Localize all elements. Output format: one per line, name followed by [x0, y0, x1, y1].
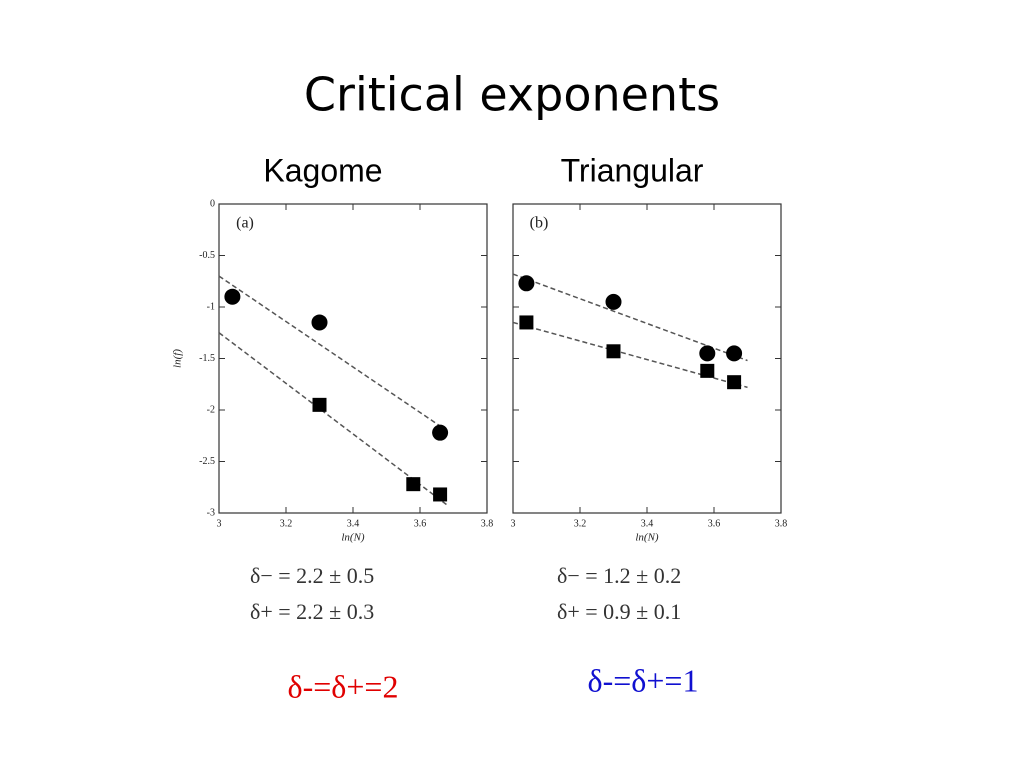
equation: δ+ = 0.9 ± 0.1: [557, 599, 681, 624]
point: [606, 344, 621, 359]
y-tick-label: -2: [207, 404, 215, 415]
x-axis-label: ln(N): [635, 532, 659, 544]
point: [432, 424, 449, 441]
equation: δ− = 1.2 ± 0.2: [557, 563, 681, 588]
y-tick-label: -1.5: [199, 353, 215, 364]
x-tick-label: 3.2: [574, 518, 587, 529]
point: [224, 288, 241, 305]
point: [311, 314, 328, 331]
equation: δ− = 2.2 ± 0.5: [250, 563, 374, 588]
point: [727, 375, 742, 390]
y-tick-label: -1: [207, 301, 215, 312]
slide-title: Critical exponents: [304, 68, 720, 122]
plot-frame: [218, 203, 488, 514]
x-axis-label: ln(N): [341, 532, 365, 544]
panel-title: Triangular: [561, 152, 704, 188]
fit-line: [218, 275, 448, 432]
x-tick-label: 3.8: [481, 518, 494, 529]
point: [519, 315, 534, 330]
equation: δ+ = 2.2 ± 0.3: [250, 599, 374, 624]
panel-label: (b): [530, 215, 549, 232]
y-tick-label: -3: [207, 507, 215, 518]
y-axis-label: ln(f): [172, 349, 184, 368]
x-tick-label: 3.6: [414, 518, 427, 529]
x-tick-label: 3: [217, 518, 222, 529]
point: [433, 487, 448, 502]
point: [518, 275, 535, 292]
point: [726, 345, 743, 362]
x-tick-label: 3.4: [641, 518, 654, 529]
y-tick-label: 0: [210, 198, 215, 209]
x-tick-label: 3.8: [775, 518, 788, 529]
x-tick-label: 3.4: [347, 518, 360, 529]
conclusion: δ-=δ+=1: [588, 662, 699, 698]
point: [700, 363, 715, 378]
y-tick-label: -0.5: [199, 250, 215, 261]
point: [312, 397, 327, 412]
panel-label: (a): [236, 215, 254, 232]
x-tick-label: 3: [511, 518, 516, 529]
conclusion: δ-=δ+=2: [288, 668, 399, 704]
x-tick-label: 3.2: [280, 518, 293, 529]
point: [605, 293, 622, 310]
x-tick-label: 3.6: [708, 518, 721, 529]
point: [699, 345, 716, 362]
panel-title: Kagome: [263, 152, 382, 188]
y-tick-label: -2.5: [199, 456, 215, 467]
point: [406, 477, 421, 492]
